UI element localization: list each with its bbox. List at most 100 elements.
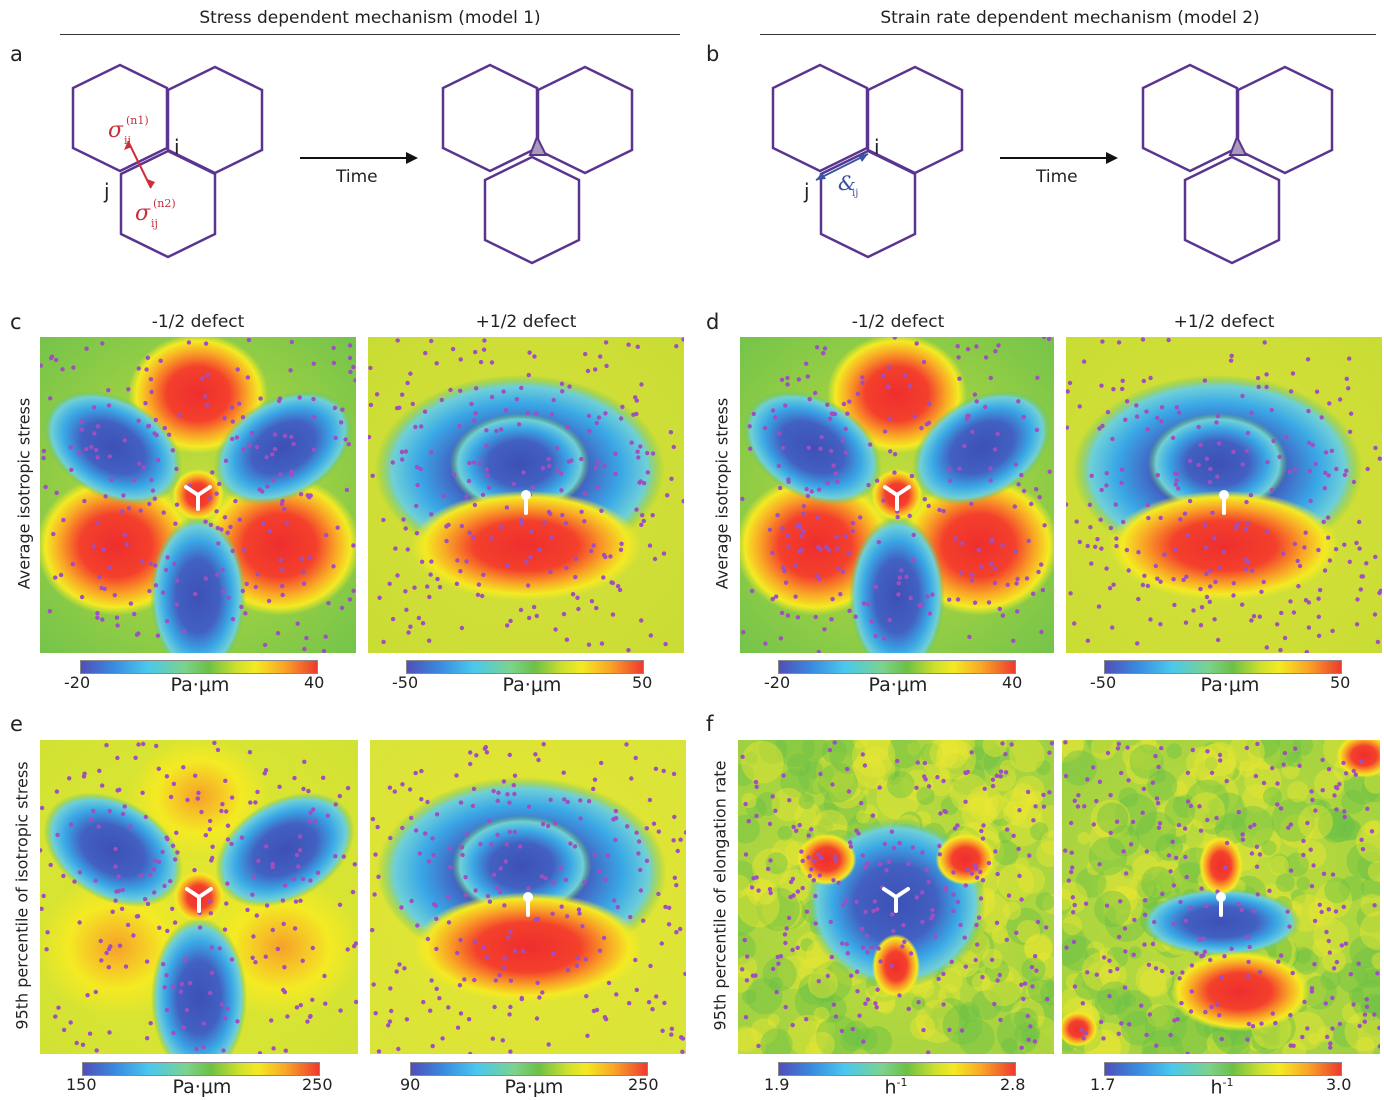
cell-dot: [896, 581, 901, 586]
cell-dot: [502, 903, 507, 908]
cell-dot: [114, 615, 120, 620]
cell-dot: [485, 893, 491, 899]
cell-dot: [399, 449, 405, 455]
cell-dot: [1047, 469, 1052, 474]
noise-patch: [1166, 743, 1182, 759]
cell-dot: [859, 800, 864, 806]
cell-dot: [594, 1007, 600, 1013]
cell-dot: [338, 1008, 343, 1013]
noise-patch: [949, 773, 989, 813]
cell-dot: [1011, 638, 1016, 643]
noise-patch: [1006, 907, 1045, 946]
noise-patch: [980, 805, 998, 823]
cell-dot: [825, 973, 830, 979]
cell-dot: [949, 959, 954, 964]
cell-dot: [1228, 358, 1234, 363]
noise-patch: [1232, 806, 1274, 848]
cell-dot: [897, 840, 902, 846]
cell-dot: [546, 457, 551, 462]
cell-dot: [1126, 778, 1131, 783]
cell-dot: [919, 602, 925, 607]
cell-dot: [1325, 515, 1331, 520]
cell-dot: [844, 941, 849, 947]
cell-dot: [512, 773, 518, 778]
cell-dot: [783, 1004, 788, 1010]
cell-dot: [1320, 788, 1325, 793]
cell-dot: [477, 461, 482, 466]
cell-dot: [805, 374, 810, 379]
cell-dot: [873, 633, 878, 639]
cell-dot: [76, 450, 82, 455]
cell-dot: [547, 463, 552, 469]
cell-dot: [862, 763, 868, 768]
cell-dot: [504, 505, 510, 510]
cell-dot: [448, 387, 453, 393]
cell-dot: [172, 857, 178, 862]
cell-dot: [165, 618, 170, 624]
cell-dot: [821, 351, 826, 356]
cell-dot: [645, 470, 650, 475]
cell-dot: [1284, 435, 1289, 440]
cell-dot: [396, 1046, 401, 1052]
cell-dot: [1275, 802, 1280, 807]
cell-dot: [681, 499, 684, 504]
cell-dot: [1176, 486, 1181, 491]
cell-dot: [1334, 959, 1340, 965]
noise-patch: [742, 989, 757, 1004]
cell-dot: [68, 822, 74, 827]
cell-dot: [1108, 969, 1113, 974]
cell-dot: [1243, 526, 1249, 532]
cell-dot: [478, 842, 483, 847]
cell-dot: [1341, 760, 1346, 766]
noise-patch: [1171, 780, 1188, 797]
cell-dot: [943, 886, 948, 891]
cell-dot: [926, 1050, 931, 1054]
cell-dot: [540, 466, 546, 471]
cell-dot: [507, 752, 512, 758]
cell-dot: [458, 937, 463, 943]
cell-dot: [865, 950, 870, 955]
cell-dot: [793, 563, 798, 568]
cell-dot: [401, 517, 406, 522]
cell-dot: [341, 854, 346, 859]
cell-dot: [610, 612, 616, 617]
cell-dot: [1245, 935, 1251, 940]
cell-dot: [1125, 745, 1130, 750]
cell-dot: [404, 1017, 410, 1022]
cell-dot: [613, 471, 618, 477]
cell-dot: [900, 944, 905, 949]
cell-dot: [1292, 541, 1298, 547]
cell-dot: [284, 520, 290, 526]
noise-patch: [1339, 876, 1365, 901]
cell-dot: [151, 867, 157, 872]
cell-dot: [1104, 566, 1109, 571]
cell-dot: [498, 427, 504, 432]
cell-dot: [505, 792, 510, 797]
cell-dot: [927, 611, 932, 616]
cell-dot: [613, 808, 619, 814]
cell-dot: [300, 876, 306, 882]
cell-dot: [1328, 1041, 1333, 1046]
cell-dot: [855, 391, 861, 397]
noise-patch: [922, 986, 955, 1019]
cell-dot: [740, 754, 745, 759]
cell-dot: [93, 989, 98, 995]
cell-dot: [478, 359, 484, 365]
cell-dot: [983, 355, 989, 360]
cell-dot: [610, 580, 615, 586]
noise-patch: [1337, 962, 1369, 994]
cell-dot: [1199, 954, 1204, 959]
cell-dot: [120, 811, 126, 817]
noise-patch: [1036, 840, 1054, 868]
cell-dot: [95, 424, 101, 429]
cell-dot: [1108, 793, 1113, 798]
cell-dot: [392, 789, 397, 794]
cell-dot: [458, 800, 464, 805]
cell-dot: [1049, 741, 1054, 746]
cell-dot: [143, 401, 148, 406]
noise-patch: [810, 961, 852, 1003]
cell-dot: [1085, 543, 1090, 549]
cell-dot: [854, 969, 860, 974]
cell-dot: [174, 466, 179, 472]
cell-dot: [48, 355, 54, 361]
